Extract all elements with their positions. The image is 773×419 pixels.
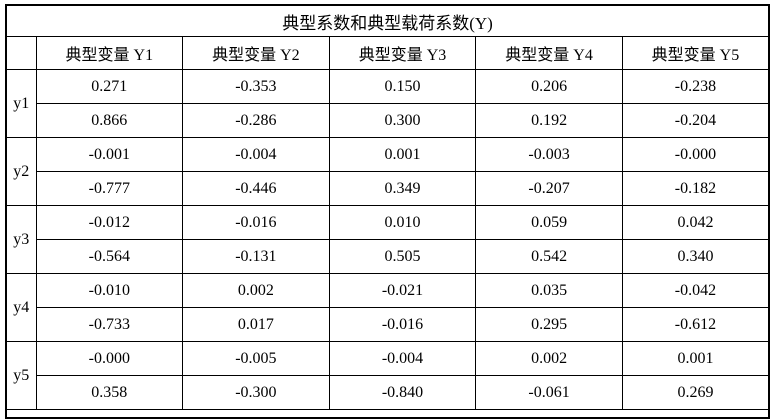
row-label-y5: y5 xyxy=(5,341,37,410)
table-cell: 0.340 xyxy=(621,239,770,274)
table-cell: -0.042 xyxy=(621,273,770,308)
table-cell: 0.505 xyxy=(328,239,477,274)
table-cell: 0.017 xyxy=(182,307,330,342)
table-cell: -0.005 xyxy=(182,341,330,376)
table-cell: 0.542 xyxy=(475,239,623,274)
table-row: 0.358 -0.300 -0.840 -0.061 0.269 xyxy=(6,375,770,410)
table-row: -0.564 -0.131 0.505 0.542 0.340 xyxy=(6,239,770,274)
table-cell: -0.446 xyxy=(182,171,330,206)
table-cell: -0.001 xyxy=(35,137,184,172)
column-header-y3: 典型变量 Y3 xyxy=(328,36,477,70)
column-header-y4: 典型变量 Y4 xyxy=(475,36,623,70)
table-cell: -0.286 xyxy=(182,103,330,138)
table-cell: 0.002 xyxy=(182,273,330,308)
table-row: -0.777 -0.446 0.349 -0.207 -0.182 xyxy=(6,171,770,206)
table-bottom-spacer-row xyxy=(5,409,770,419)
table-cell: -0.131 xyxy=(182,239,330,274)
corner-cell xyxy=(5,36,37,70)
table-title-row: 典型系数和典型载荷系数(Y) xyxy=(5,4,770,37)
table-cell: -0.207 xyxy=(475,171,623,206)
table-cell: -0.012 xyxy=(35,205,184,240)
table-cell: 0.295 xyxy=(475,307,623,342)
table-row: y4 -0.010 0.002 -0.021 0.035 -0.042 xyxy=(5,273,770,342)
table-cell: -0.238 xyxy=(621,69,770,104)
table-title: 典型系数和典型载荷系数(Y) xyxy=(5,4,770,37)
table-cell: -0.021 xyxy=(328,273,477,308)
column-header-y1: 典型变量 Y1 xyxy=(35,36,184,70)
table-cell: -0.612 xyxy=(621,307,770,342)
table-cell: -0.777 xyxy=(35,171,184,206)
column-header-y2: 典型变量 Y2 xyxy=(182,36,330,70)
table-cell: 0.192 xyxy=(475,103,623,138)
table-cell: 0.001 xyxy=(621,341,770,376)
table-cell: -0.016 xyxy=(182,205,330,240)
table-header-row: 典型变量 Y1 典型变量 Y2 典型变量 Y3 典型变量 Y4 典型变量 Y5 xyxy=(5,36,770,70)
table-cell: -0.733 xyxy=(35,307,184,342)
table-cell: -0.000 xyxy=(35,341,184,376)
table-row: y1 0.271 -0.353 0.150 0.206 -0.238 xyxy=(5,69,770,138)
table-cell: -0.010 xyxy=(35,273,184,308)
table-row: y5 -0.000 -0.005 -0.004 0.002 0.001 xyxy=(5,341,770,410)
empty-spacer-cell xyxy=(5,409,770,419)
table-row: y3 -0.012 -0.016 0.010 0.059 0.042 xyxy=(5,205,770,274)
table-cell: -0.004 xyxy=(328,341,477,376)
table-cell: 0.010 xyxy=(328,205,477,240)
table-cell: -0.564 xyxy=(35,239,184,274)
row-label-y1: y1 xyxy=(5,69,37,138)
table-cell: -0.300 xyxy=(182,375,330,410)
column-header-y5: 典型变量 Y5 xyxy=(621,36,770,70)
table-cell: -0.204 xyxy=(621,103,770,138)
table-cell: 0.358 xyxy=(35,375,184,410)
table-cell: 0.035 xyxy=(475,273,623,308)
table-row: y2 -0.001 -0.004 0.001 -0.003 -0.000 xyxy=(5,137,770,206)
table-cell: 0.002 xyxy=(475,341,623,376)
table-cell: 0.150 xyxy=(328,69,477,104)
table-cell: -0.353 xyxy=(182,69,330,104)
table-cell: 0.206 xyxy=(475,69,623,104)
table-cell: 0.300 xyxy=(328,103,477,138)
table-cell: 0.349 xyxy=(328,171,477,206)
table-cell: 0.059 xyxy=(475,205,623,240)
table-cell: -0.016 xyxy=(328,307,477,342)
table-cell: -0.061 xyxy=(475,375,623,410)
table-cell: 0.269 xyxy=(621,375,770,410)
row-label-y3: y3 xyxy=(5,205,37,274)
table-cell: 0.271 xyxy=(35,69,184,104)
table-cell: -0.840 xyxy=(328,375,477,410)
table-row: -0.733 0.017 -0.016 0.295 -0.612 xyxy=(6,307,770,342)
table-cell: -0.004 xyxy=(182,137,330,172)
table-cell: 0.001 xyxy=(328,137,477,172)
table-row: 0.866 -0.286 0.300 0.192 -0.204 xyxy=(6,103,770,138)
table-cell: -0.003 xyxy=(475,137,623,172)
table-cell: -0.182 xyxy=(621,171,770,206)
table-cell: 0.866 xyxy=(35,103,184,138)
row-label-y2: y2 xyxy=(5,137,37,206)
canonical-coefficients-table: 典型系数和典型载荷系数(Y) 典型变量 Y1 典型变量 Y2 典型变量 Y3 典… xyxy=(5,4,771,419)
row-label-y4: y4 xyxy=(5,273,37,342)
table-cell: 0.042 xyxy=(621,205,770,240)
table-cell: -0.000 xyxy=(621,137,770,172)
